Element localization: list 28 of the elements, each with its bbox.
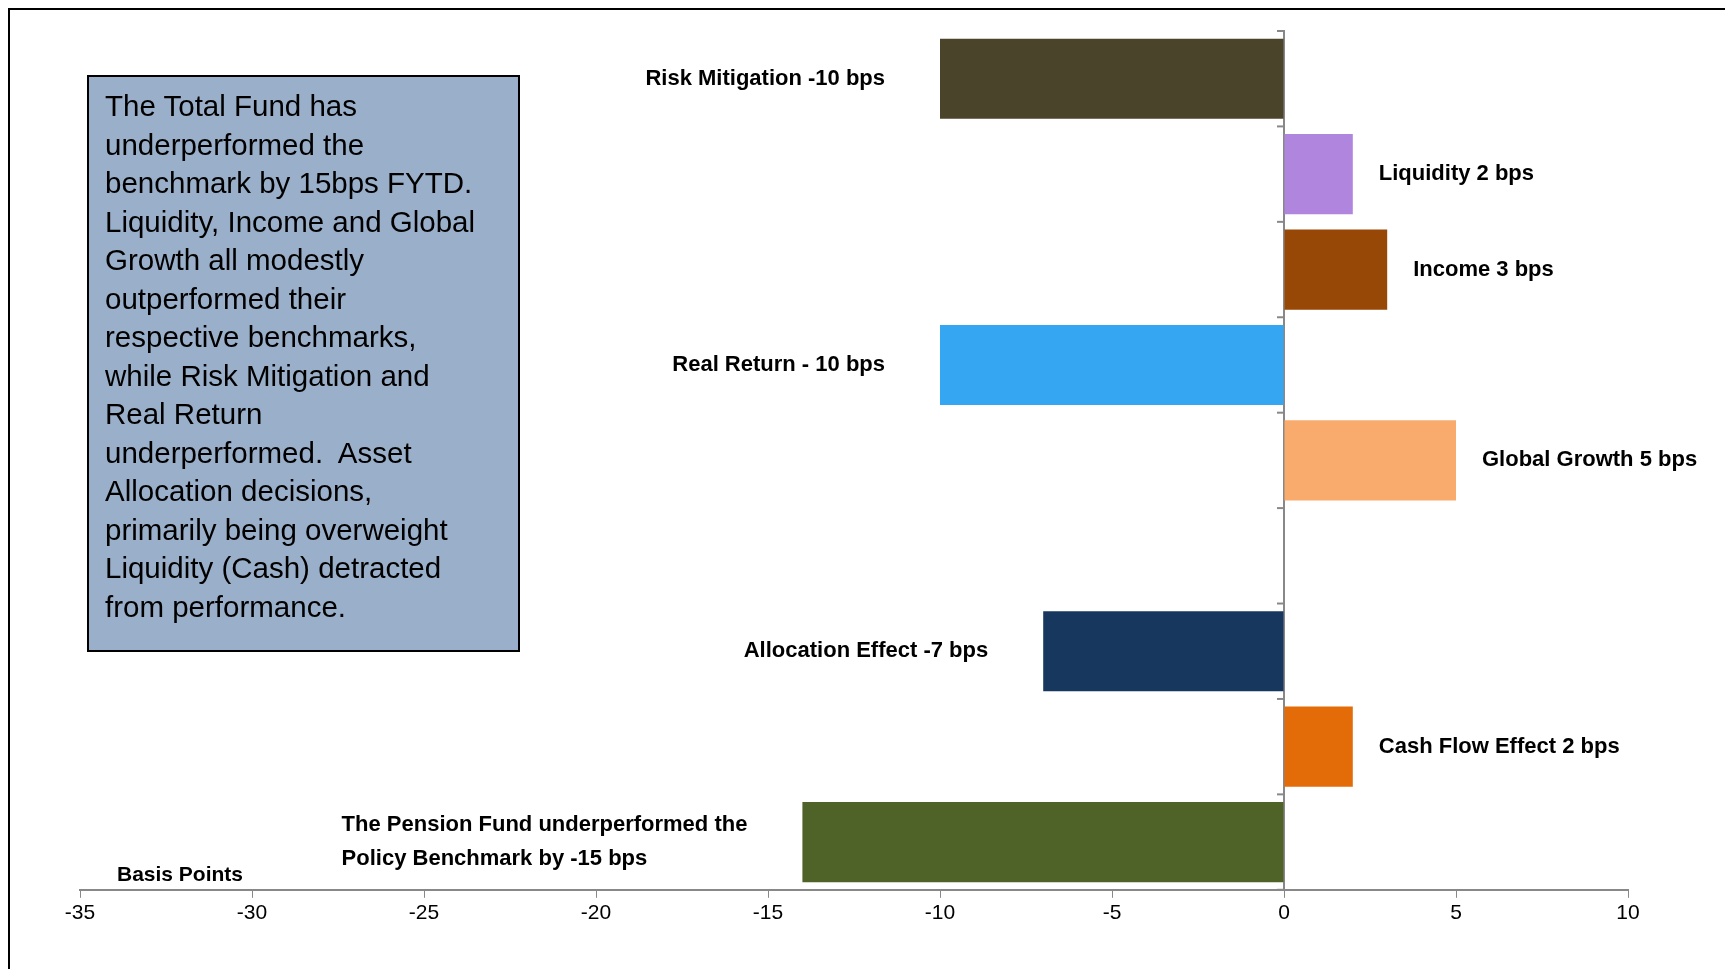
x-tick-label: 10 [1616, 900, 1640, 924]
bar [1284, 420, 1456, 501]
x-axis-title: Basis Points [116, 862, 244, 886]
bar [802, 802, 1284, 883]
x-tick-label: -35 [64, 900, 96, 924]
x-tick-label: 0 [1278, 900, 1290, 924]
y-tick-label: Global Growth 5 bps [1482, 446, 1698, 472]
x-tick-label: 5 [1450, 900, 1462, 924]
y-tick-label: Income 3 bps [1413, 255, 1554, 281]
x-tick-label: -10 [924, 900, 956, 924]
x-tick-label: -30 [236, 900, 268, 924]
bar [940, 324, 1284, 406]
y-tick-label: The Pension Fund underperformed the Policy Benchmark by -15 bps [341, 811, 748, 871]
x-tick-label: -5 [1102, 900, 1122, 924]
bar [1284, 229, 1388, 310]
y-tick-label: Liquidity 2 bps [1378, 160, 1535, 186]
text-box: The Total Fund has underperformed the benchmark by 15bps FYTD. Liquidity, Income and Global Growth all modestly outperformed their respective benchmarks, while Risk Mitigation and Real Return underperformed. Asset Allocation decisions, primarily being overweight Liquidity (Cash) detracted from performance. [87, 75, 520, 652]
bar [940, 38, 1284, 119]
x-tick-label: -15 [752, 900, 784, 924]
bar [1284, 134, 1353, 215]
y-tick-label: Cash Flow Effect 2 bps [1378, 732, 1620, 758]
bar [1043, 611, 1284, 692]
y-tick-label: Real Return - 10 bps [672, 351, 885, 377]
y-tick-label: Allocation Effect -7 bps [743, 637, 989, 663]
bar [1284, 706, 1353, 787]
x-tick-label: -20 [580, 900, 612, 924]
y-tick-label: Risk Mitigation -10 bps [645, 64, 886, 90]
x-tick-label: -25 [408, 900, 440, 924]
